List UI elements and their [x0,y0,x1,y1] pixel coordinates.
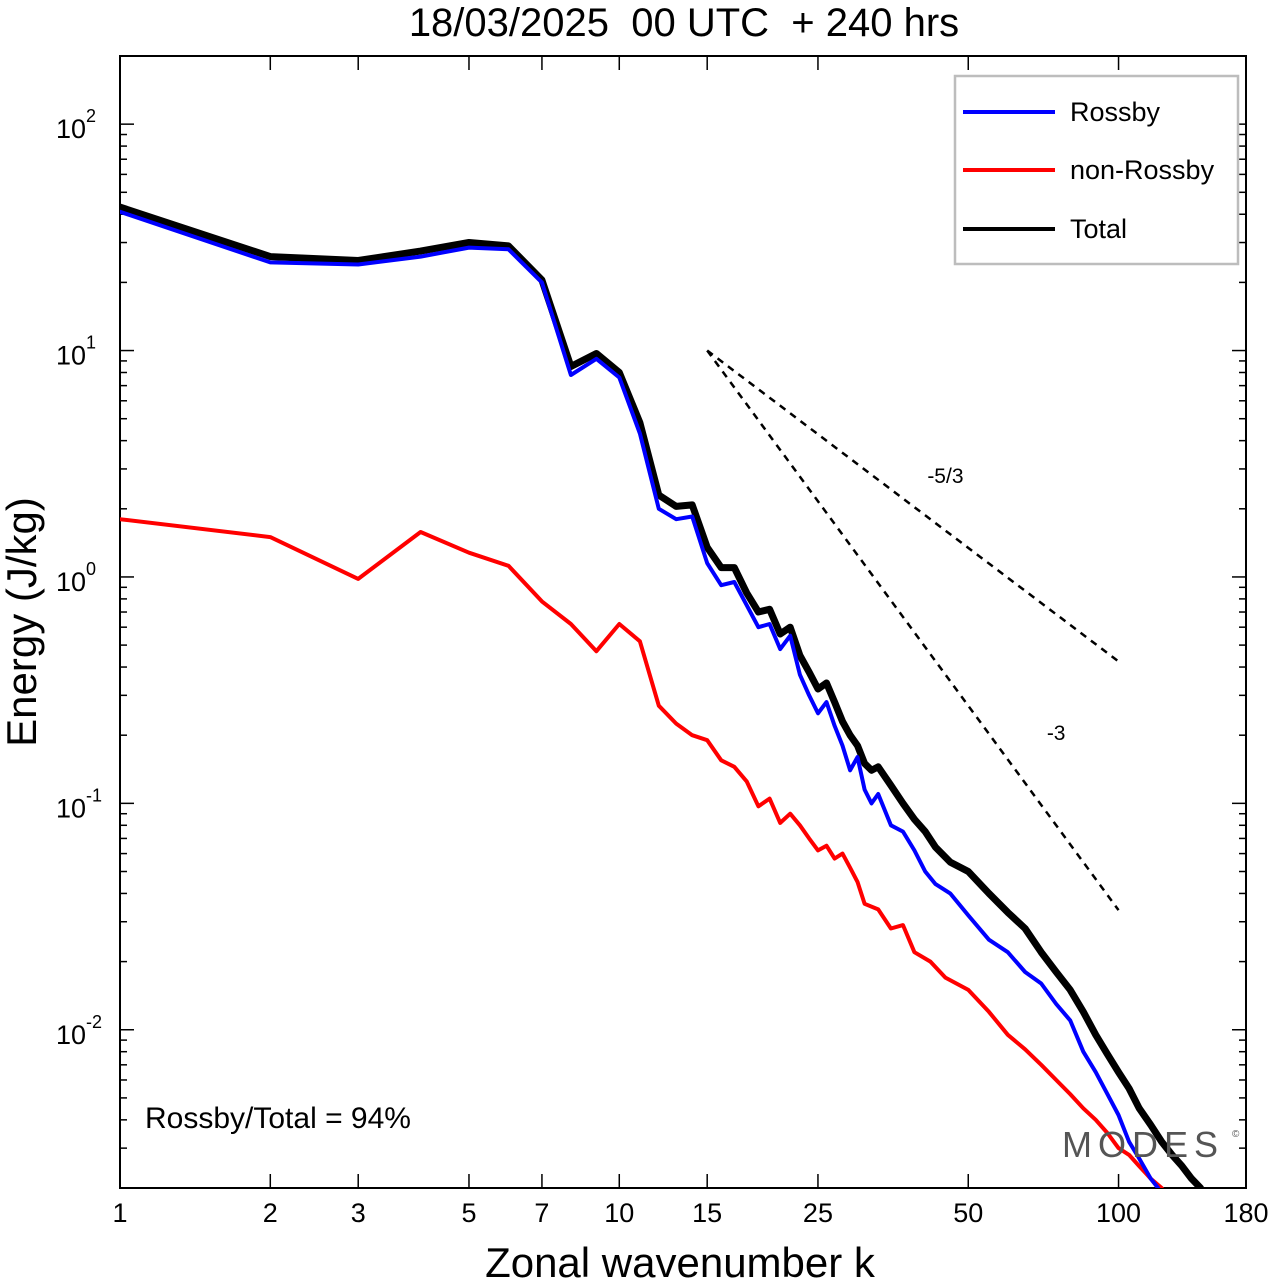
y-tick-exponent: 1 [86,333,96,353]
x-tick-label: 180 [1223,1198,1268,1228]
y-tick-label: 10 1 [56,333,96,371]
y-tick-base: 10 [56,1020,86,1050]
series-lines [120,203,1205,1188]
y-tick-base: 10 [56,567,86,597]
y-tick-exponent: -1 [86,785,102,805]
y-tick-base: 10 [56,114,86,144]
y-tick-label: 10 0 [56,559,96,597]
reference-slopes: -5/3 -3 [706,349,1120,911]
x-tick-label: 5 [461,1198,476,1228]
series-line-total [120,203,1205,1188]
x-tick-label: 3 [351,1198,366,1228]
y-tick-label: 10 2 [56,106,96,144]
legend-label-non-rossby: non-Rossby [1070,155,1215,185]
plot-frame [119,55,1247,1189]
series-line-rossby [120,209,1161,1188]
y-tick-label: 10 -2 [56,1012,102,1050]
series-line-non-rossby [120,517,1164,1188]
reference-line-label: -5/3 [927,465,963,488]
legend: Rossby non-Rossby Total [953,74,1240,266]
x-tick-label: 7 [534,1198,549,1228]
reference-line-label: -3 [1047,722,1066,745]
modes-logo-text: MODES [1062,1124,1224,1165]
rossby-total-ratio: Rossby/Total = 94% [145,1102,411,1135]
legend-label-rossby: Rossby [1070,97,1161,127]
plot-area [119,55,1247,1189]
x-tick-label: 100 [1096,1198,1141,1228]
y-tick-label: 10 -1 [56,785,102,823]
y-tick-base: 10 [56,341,86,371]
x-tick-label: 2 [263,1198,278,1228]
x-tick-label: 25 [803,1198,833,1228]
x-axis: 1 2 3 5 7 10 15 25 50 100 180 [112,56,1269,1228]
reference-line [706,349,1120,663]
legend-label-total: Total [1070,214,1127,244]
y-tick-exponent: 2 [86,106,96,126]
x-tick-label: 10 [604,1198,634,1228]
reference-line [706,349,1120,911]
y-tick-exponent: -2 [86,1012,102,1032]
x-tick-label: 15 [692,1198,722,1228]
x-tick-label: 1 [112,1198,127,1228]
modes-logo: MODES © [1062,1124,1240,1165]
modes-logo-mark: © [1232,1129,1240,1140]
x-axis-label: Zonal wavenumber k [485,1239,876,1281]
chart-title: 18/03/2025 00 UTC + 240 hrs [409,1,959,45]
y-tick-exponent: 0 [86,559,96,579]
x-tick-label: 50 [953,1198,983,1228]
y-tick-base: 10 [56,793,86,823]
y-axis-label: Energy (J/kg) [0,497,45,747]
